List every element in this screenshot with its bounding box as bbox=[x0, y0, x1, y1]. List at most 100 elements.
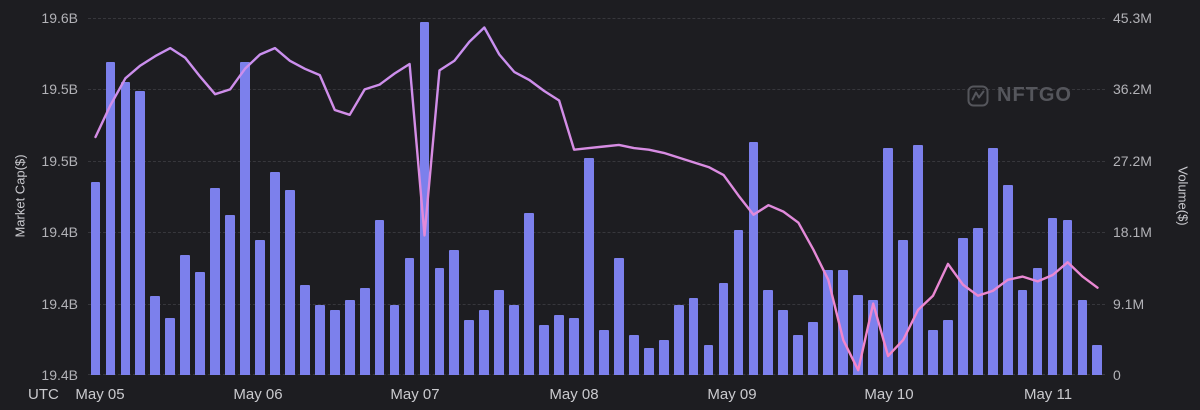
volume-bar bbox=[1032, 267, 1043, 375]
volume-bar bbox=[195, 271, 206, 375]
gridline bbox=[88, 18, 1105, 19]
volume-bar bbox=[584, 158, 594, 375]
volume-bar bbox=[329, 310, 340, 375]
volume-bar bbox=[359, 288, 370, 375]
left-tick: 19.4B bbox=[41, 224, 78, 240]
volume-bar bbox=[284, 189, 295, 375]
volume-bar bbox=[434, 267, 445, 375]
right-tick: 27.2M bbox=[1113, 153, 1152, 169]
volume-bar bbox=[1062, 219, 1073, 375]
volume-bar bbox=[643, 348, 654, 375]
volume-bar bbox=[913, 144, 923, 375]
volume-bar bbox=[748, 141, 759, 375]
x-tick: May 11 bbox=[1023, 386, 1073, 403]
volume-bars bbox=[88, 18, 1105, 375]
volume-bar bbox=[404, 258, 415, 375]
volume-bar bbox=[135, 91, 146, 375]
right-tick: 45.3M bbox=[1113, 10, 1152, 26]
gridline bbox=[88, 160, 1105, 162]
volume-bar bbox=[808, 322, 819, 375]
volume-bar bbox=[240, 62, 250, 375]
volume-bar bbox=[210, 188, 220, 375]
volume-bar bbox=[1017, 289, 1028, 375]
market-cap-line bbox=[94, 26, 1099, 372]
left-tick: 19.5B bbox=[41, 81, 78, 97]
right-tick: 36.2M bbox=[1113, 81, 1152, 97]
volume-bar bbox=[389, 304, 400, 375]
plot-area bbox=[88, 18, 1105, 375]
volume-bar bbox=[479, 310, 490, 375]
volume-bar bbox=[225, 215, 235, 375]
utc-label: UTC bbox=[28, 386, 59, 403]
volume-bar bbox=[972, 227, 983, 375]
volume-bar bbox=[419, 21, 430, 375]
volume-bar bbox=[853, 294, 863, 375]
volume-bar bbox=[314, 304, 325, 375]
volume-bar bbox=[374, 219, 385, 375]
volume-bar bbox=[733, 230, 744, 375]
volume-bar bbox=[673, 304, 684, 375]
volume-bar bbox=[1047, 218, 1058, 375]
volume-bar bbox=[449, 249, 460, 375]
volume-bar bbox=[270, 171, 280, 375]
volume-bar bbox=[898, 240, 908, 375]
volume-bar bbox=[150, 296, 161, 375]
nftgo-logo-icon bbox=[967, 85, 989, 107]
volume-bar bbox=[778, 310, 789, 375]
volume-bar bbox=[599, 330, 609, 375]
right-tick: 9.1M bbox=[1113, 296, 1145, 312]
volume-bar bbox=[105, 62, 116, 375]
volume-bar bbox=[494, 289, 505, 375]
volume-bar bbox=[120, 81, 131, 375]
right-axis-title: Volume($) bbox=[1175, 166, 1191, 226]
volume-bar bbox=[927, 330, 938, 375]
volume-bar bbox=[464, 319, 475, 375]
volume-bar bbox=[1092, 345, 1103, 375]
volume-bar bbox=[957, 237, 968, 375]
x-tick: May 10 bbox=[864, 386, 914, 403]
volume-bar bbox=[569, 318, 579, 375]
volume-bar bbox=[165, 318, 176, 375]
volume-bar bbox=[299, 285, 310, 375]
volume-bar bbox=[703, 345, 714, 375]
volume-bar bbox=[838, 270, 849, 375]
left-tick: 19.4B bbox=[41, 296, 78, 312]
volume-bar bbox=[180, 255, 191, 375]
x-tick: May 06 bbox=[233, 386, 283, 403]
x-tick: May 07 bbox=[390, 386, 440, 403]
volume-bar bbox=[823, 270, 834, 375]
right-tick: 0 bbox=[1113, 367, 1121, 383]
right-tick: 18.1M bbox=[1113, 224, 1152, 240]
volume-bar bbox=[344, 300, 355, 375]
volume-bar bbox=[868, 300, 878, 375]
x-tick: May 08 bbox=[549, 386, 599, 403]
gridline bbox=[88, 89, 1105, 91]
volume-bar bbox=[883, 148, 893, 375]
volume-bar bbox=[688, 297, 699, 375]
volume-bar bbox=[718, 282, 729, 375]
gridline bbox=[88, 374, 1105, 375]
nftgo-brand-text: NFTGO bbox=[997, 84, 1072, 106]
volume-bar bbox=[628, 334, 639, 375]
gridline bbox=[88, 303, 1105, 305]
volume-bar bbox=[763, 289, 774, 375]
volume-bar bbox=[658, 340, 669, 375]
volume-bar bbox=[1077, 300, 1088, 375]
left-tick: 19.5B bbox=[41, 153, 78, 169]
volume-bar bbox=[255, 240, 265, 375]
volume-bar bbox=[987, 148, 998, 375]
left-tick: 19.6B bbox=[41, 10, 78, 26]
gridline bbox=[88, 232, 1105, 234]
volume-bar bbox=[524, 212, 534, 375]
volume-bar bbox=[90, 181, 101, 375]
x-tick: May 05 bbox=[75, 386, 125, 403]
volume-bar bbox=[613, 258, 624, 375]
volume-bar bbox=[509, 304, 520, 375]
volume-bar bbox=[793, 334, 804, 375]
left-tick: 19.4B bbox=[41, 367, 78, 383]
volume-bar bbox=[554, 315, 564, 375]
volume-bar bbox=[942, 319, 953, 375]
volume-bar bbox=[539, 325, 549, 375]
nftgo-watermark: NFTGO bbox=[967, 84, 1072, 107]
